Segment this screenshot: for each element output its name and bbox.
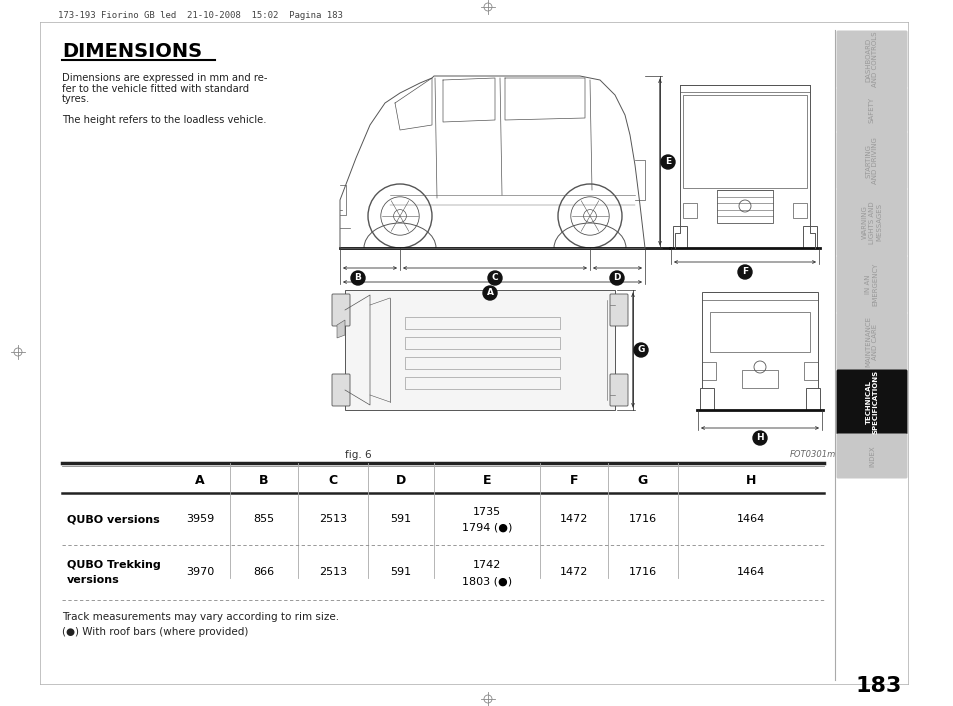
- Text: 1464: 1464: [736, 567, 764, 577]
- Circle shape: [482, 286, 497, 300]
- Circle shape: [752, 431, 766, 445]
- Text: 1464: 1464: [736, 514, 764, 524]
- Text: G: G: [638, 474, 647, 488]
- Polygon shape: [336, 320, 345, 338]
- Text: B: B: [259, 474, 269, 488]
- FancyBboxPatch shape: [836, 256, 906, 313]
- Bar: [741, 370, 778, 388]
- Circle shape: [488, 271, 501, 285]
- Text: 3970: 3970: [186, 567, 213, 577]
- Text: F: F: [569, 474, 578, 488]
- Bar: [682, 203, 697, 218]
- Text: 855: 855: [253, 514, 274, 524]
- Text: 2513: 2513: [318, 567, 347, 577]
- Bar: [805, 388, 820, 410]
- Text: 1742: 1742: [473, 560, 500, 570]
- Text: 183: 183: [855, 676, 902, 696]
- Text: 173-193 Fiorino GB led  21-10-2008  15:02  Pagina 183: 173-193 Fiorino GB led 21-10-2008 15:02 …: [58, 11, 342, 20]
- Text: E: E: [664, 157, 670, 167]
- Text: B: B: [355, 273, 361, 282]
- Circle shape: [351, 271, 365, 285]
- Circle shape: [609, 271, 623, 285]
- Bar: [709, 312, 809, 352]
- FancyBboxPatch shape: [836, 433, 906, 479]
- Bar: [345, 290, 615, 410]
- Text: QUBO versions: QUBO versions: [67, 514, 159, 524]
- FancyBboxPatch shape: [836, 30, 906, 88]
- FancyBboxPatch shape: [609, 374, 627, 406]
- Text: versions: versions: [67, 575, 120, 585]
- FancyBboxPatch shape: [332, 294, 350, 326]
- Bar: [701, 362, 716, 380]
- Text: F: F: [741, 268, 747, 277]
- Text: fer to the vehicle fitted with standard: fer to the vehicle fitted with standard: [62, 83, 249, 93]
- Text: H: H: [756, 433, 763, 443]
- Circle shape: [660, 155, 675, 169]
- Text: IN AN
EMERGENCY: IN AN EMERGENCY: [864, 263, 878, 306]
- Text: 866: 866: [253, 567, 274, 577]
- Text: C: C: [328, 474, 337, 488]
- FancyBboxPatch shape: [836, 369, 906, 434]
- FancyBboxPatch shape: [836, 88, 906, 133]
- Text: 1735: 1735: [473, 507, 500, 517]
- Bar: [802, 226, 816, 248]
- Bar: [405, 317, 559, 329]
- Text: WARNING
LIGHTS AND
MESSAGES: WARNING LIGHTS AND MESSAGES: [862, 201, 882, 244]
- Text: STARTING
AND DRIVING: STARTING AND DRIVING: [864, 137, 878, 184]
- Text: QUBO Trekking: QUBO Trekking: [67, 560, 161, 570]
- Text: E: E: [482, 474, 491, 488]
- Text: SAFETY: SAFETY: [868, 97, 874, 123]
- Text: 1803 (●): 1803 (●): [461, 576, 512, 586]
- Bar: [803, 362, 817, 380]
- FancyBboxPatch shape: [836, 131, 906, 189]
- Text: A: A: [486, 289, 493, 297]
- FancyBboxPatch shape: [836, 313, 906, 371]
- Text: 591: 591: [390, 514, 411, 524]
- Bar: [682, 95, 806, 188]
- Bar: [700, 388, 713, 410]
- Circle shape: [738, 265, 751, 279]
- Text: C: C: [491, 273, 497, 282]
- Text: 1716: 1716: [628, 514, 657, 524]
- FancyBboxPatch shape: [609, 294, 627, 326]
- Text: A: A: [195, 474, 205, 488]
- Text: tyres.: tyres.: [62, 94, 91, 104]
- Bar: [405, 357, 559, 369]
- Text: The height refers to the loadless vehicle.: The height refers to the loadless vehicl…: [62, 115, 266, 125]
- Text: D: D: [395, 474, 406, 488]
- Circle shape: [634, 343, 647, 357]
- Text: Dimensions are expressed in mm and re-: Dimensions are expressed in mm and re-: [62, 73, 267, 83]
- Text: FOT0301m: FOT0301m: [789, 450, 836, 459]
- Text: D: D: [613, 273, 620, 282]
- Text: 1472: 1472: [559, 567, 588, 577]
- Bar: [672, 226, 686, 248]
- Text: TECHNICAL
SPECIFICATIONS: TECHNICAL SPECIFICATIONS: [864, 370, 878, 434]
- Text: H: H: [745, 474, 756, 488]
- Text: Track measurements may vary according to rim size.: Track measurements may vary according to…: [62, 612, 338, 622]
- Text: MAINTENANCE
AND CARE: MAINTENANCE AND CARE: [864, 316, 878, 367]
- Text: 591: 591: [390, 567, 411, 577]
- Text: 1794 (●): 1794 (●): [461, 523, 512, 533]
- Bar: [701, 292, 817, 410]
- Text: INDEX: INDEX: [868, 445, 874, 467]
- Text: 1716: 1716: [628, 567, 657, 577]
- Bar: [792, 203, 806, 218]
- Text: 1472: 1472: [559, 514, 588, 524]
- Text: DIMENSIONS: DIMENSIONS: [62, 42, 202, 61]
- Text: DASHBOARD
AND CONTROLS: DASHBOARD AND CONTROLS: [864, 32, 878, 88]
- FancyBboxPatch shape: [836, 189, 906, 256]
- Bar: [405, 337, 559, 349]
- Text: (●) With roof bars (where provided): (●) With roof bars (where provided): [62, 627, 248, 637]
- Text: 2513: 2513: [318, 514, 347, 524]
- Text: 3959: 3959: [186, 514, 213, 524]
- Text: G: G: [637, 345, 644, 354]
- Text: fig. 6: fig. 6: [345, 450, 372, 460]
- Bar: [405, 377, 559, 389]
- Bar: [717, 190, 772, 223]
- FancyBboxPatch shape: [332, 374, 350, 406]
